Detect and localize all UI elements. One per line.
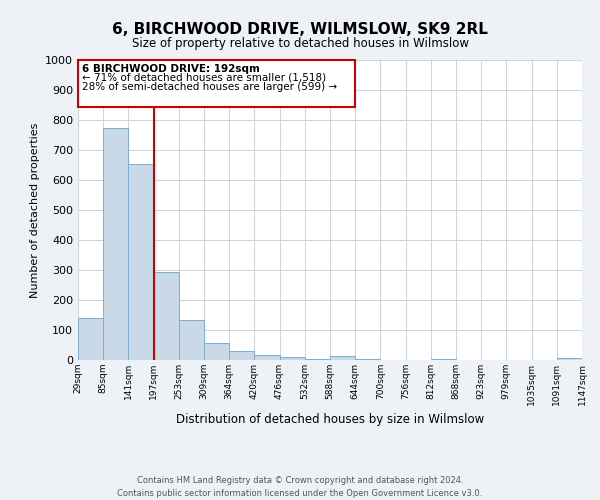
Text: 6, BIRCHWOOD DRIVE, WILMSLOW, SK9 2RL: 6, BIRCHWOOD DRIVE, WILMSLOW, SK9 2RL [112, 22, 488, 38]
Text: 6 BIRCHWOOD DRIVE: 192sqm: 6 BIRCHWOOD DRIVE: 192sqm [82, 64, 259, 74]
Bar [431, 358, 456, 360]
Bar [179, 320, 204, 360]
Bar [280, 357, 305, 360]
Text: Contains HM Land Registry data © Crown copyright and database right 2024.
Contai: Contains HM Land Registry data © Crown c… [118, 476, 482, 498]
Bar [229, 351, 254, 360]
Bar [557, 358, 582, 360]
Bar [204, 343, 229, 360]
Bar [78, 60, 355, 106]
Text: Size of property relative to detached houses in Wilmslow: Size of property relative to detached ho… [131, 38, 469, 51]
Text: ← 71% of detached houses are smaller (1,518): ← 71% of detached houses are smaller (1,… [82, 72, 326, 83]
Bar [128, 164, 154, 360]
Bar [103, 128, 128, 360]
Bar [154, 272, 179, 360]
Y-axis label: Number of detached properties: Number of detached properties [29, 122, 40, 298]
Bar [355, 358, 380, 360]
Bar [254, 354, 280, 360]
Text: 28% of semi-detached houses are larger (599) →: 28% of semi-detached houses are larger (… [82, 82, 337, 92]
Bar [305, 358, 330, 360]
Bar [330, 356, 355, 360]
X-axis label: Distribution of detached houses by size in Wilmslow: Distribution of detached houses by size … [176, 413, 484, 426]
Bar [78, 318, 103, 360]
